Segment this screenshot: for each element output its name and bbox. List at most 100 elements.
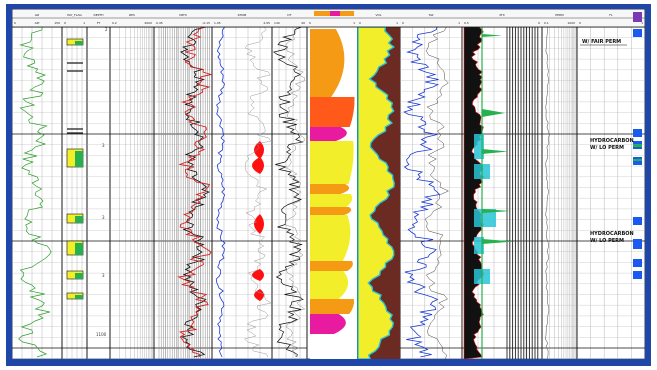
track-header-dt: DT: [287, 13, 291, 17]
track-header-nphi: NPHI: [179, 13, 186, 17]
track-header-perm: PERM: [555, 13, 564, 17]
track-scale-left-vol: 0: [359, 21, 361, 25]
track-scale-left-phi: 0.5: [464, 21, 469, 25]
track-scale-left-res: 0.2: [112, 21, 117, 25]
litho-color-bar-accent: [330, 11, 340, 16]
track-scale-right-vol: 1: [396, 21, 398, 25]
litho-band-4: [310, 184, 350, 194]
crossover-fill-1: [252, 157, 264, 174]
track-border-depth: [86, 9, 111, 359]
porosity-fill: [463, 26, 485, 359]
track-grid: [12, 9, 645, 359]
track-header-gr: GR: [35, 13, 39, 17]
track-border-fl: [576, 9, 645, 359]
crossover-fill-0: [254, 141, 264, 159]
track-header-depth: DEPTH: [93, 13, 103, 17]
porosity-green-spike-3: [482, 209, 511, 213]
pay-flag-green-5: [75, 295, 83, 299]
water-saturation-cutoff: [424, 26, 450, 359]
track-scale-left-sw: 0: [402, 21, 404, 25]
porosity-cyan-0: [474, 134, 484, 159]
gamma-ray-curve: [18, 26, 52, 358]
pay-flag-green-4: [75, 273, 83, 279]
track-scale-left-fl: 0: [579, 21, 581, 25]
track-scale-left-rhob: 1.95: [214, 21, 221, 25]
depth-label-2: 3: [102, 143, 105, 148]
fluid-flag-green-1: [633, 159, 642, 161]
track-scale-right-rhob: 2.95: [263, 21, 270, 25]
depth-label-5: 1100: [96, 332, 107, 337]
track-scale-right-nphi: -0.15: [202, 21, 210, 25]
track-border-sw: [399, 9, 463, 359]
neutron-curve: [215, 26, 226, 358]
track-scale-left-gr: 0: [14, 21, 16, 25]
fluid-flag-blue-6: [633, 259, 642, 267]
track-scale-mid-depth: FT: [97, 21, 101, 25]
track-border-dt: [271, 9, 308, 359]
litho-band-9: [310, 271, 349, 299]
vol-sand: [357, 26, 396, 359]
track-scale-right-fl: 1: [641, 21, 643, 25]
litho-band-0: [310, 29, 345, 97]
sonic-secondary-curve: [284, 26, 306, 358]
track-header-flag: PAY_FLAG: [67, 13, 82, 17]
litho-band-11: [310, 314, 346, 334]
track-header-fl: FL: [609, 13, 613, 17]
well-log-plot: GR 0 API 150 PAY_FLAG 0 1 DEPTH FT RES 0.2 2000 NPHI…: [12, 9, 645, 359]
litho-band-7: [310, 215, 351, 261]
track-scale-mid-gr: API: [35, 21, 40, 25]
porosity-green-spike-0: [482, 34, 502, 37]
pay-flag-green-3: [75, 243, 83, 255]
fluid-flag-green-0: [633, 144, 642, 147]
depth-label-4: 3: [102, 273, 105, 278]
log-frame: GR 0 API 150 PAY_FLAG 0 1 DEPTH FT RES 0.2 2000 NPHI…: [6, 4, 651, 366]
litho-band-5: [310, 194, 353, 207]
fluid-flag-header-swatch: [633, 12, 642, 22]
track-scale-left-perm: 0.1: [544, 21, 549, 25]
crossover-fill-4: [254, 289, 264, 301]
track-border-flag: [61, 9, 88, 359]
track-fills: [66, 26, 642, 359]
porosity-cyan-3: [474, 237, 484, 254]
depth-label-1: 2: [105, 27, 108, 32]
litho-band-1: [310, 97, 355, 127]
track-scale-left-litho: 0: [309, 21, 311, 25]
track-border-gr: [12, 9, 63, 359]
track-scale-right-phi: 0: [538, 21, 540, 25]
porosity-green-spike-1: [482, 109, 505, 117]
shallow-resistivity-curve: [177, 26, 213, 358]
crossover-fill-3: [252, 269, 264, 281]
track-header-sw: SW: [429, 13, 434, 17]
track-scale-right-res: 2000: [144, 21, 152, 25]
fluid-flag-blue-4: [633, 217, 642, 225]
porosity-green-spike-4: [482, 239, 514, 244]
track-header-phi: PHI: [500, 13, 505, 17]
litho-band-10: [310, 299, 355, 314]
track-header-vol: VOL: [375, 13, 381, 17]
track-scale-right-litho: 1: [353, 21, 355, 25]
track-header-res: RES: [129, 13, 135, 17]
porosity-green-spike-2: [482, 149, 508, 154]
depth-label-3: 3: [102, 215, 105, 220]
track-scale-left-nphi: 0.45: [156, 21, 163, 25]
litho-band-6: [310, 207, 352, 215]
density-correction-curve: [243, 26, 272, 358]
litho-band-2: [310, 127, 347, 141]
litho-band-8: [310, 261, 353, 271]
fluid-flag-blue-5: [633, 239, 642, 249]
crossover-fill-2: [254, 214, 264, 234]
pay-flag-green-1: [75, 151, 83, 167]
annotation-hydrocarbon-1: HYDROCARBON: [590, 138, 634, 144]
fluid-flag-blue-0: [633, 29, 642, 37]
porosity-cyan-2: [474, 209, 496, 227]
flag-curve: [544, 26, 550, 359]
track-scale-left-dt: 140: [274, 21, 280, 25]
track-scale-right-dt: 40: [301, 21, 305, 25]
fluid-flag-blue-7: [633, 271, 642, 279]
annotation-fair-perm: W/ FAIR PERM: [582, 39, 621, 45]
track-header-rhob: RHOB: [238, 13, 247, 17]
track-scale-left-flag: 0: [64, 21, 66, 25]
track-border-rhob: [211, 9, 273, 359]
